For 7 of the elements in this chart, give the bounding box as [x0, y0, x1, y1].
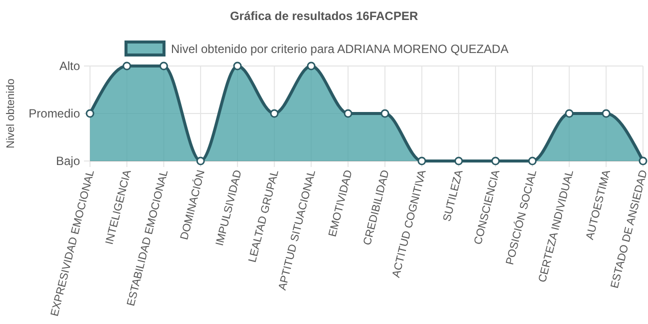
chart-title: Gráfica de resultados 16FACPER: [230, 9, 418, 23]
category-label: Alto: [59, 59, 80, 74]
category-label: Promedio: [28, 106, 80, 121]
y-axis-title: Nivel obtenido: [5, 78, 17, 148]
legend-label: Nivel obtenido por criterio para ADRIANA MORENO QUEZADA: [171, 42, 508, 56]
category-label: Bajo: [56, 154, 80, 168]
x-tick-label: LEALTAD GRUPAL: [246, 168, 282, 264]
